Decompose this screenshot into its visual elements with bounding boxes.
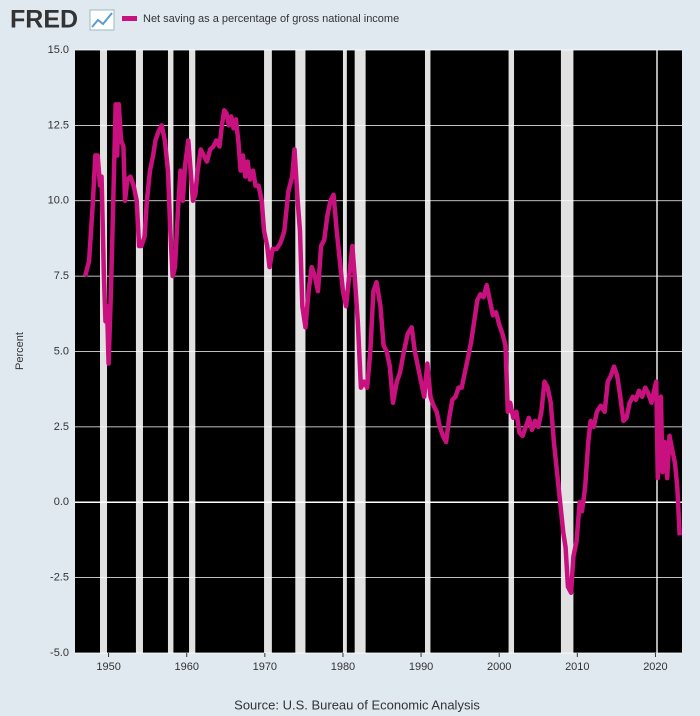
legend-label: Net saving as a percentage of gross nati…	[143, 13, 399, 25]
y-tick-label: -2.5	[50, 572, 69, 584]
x-tick-label: 2020	[643, 661, 667, 673]
x-tick-label: 1950	[96, 661, 120, 673]
y-tick-label: 5.0	[54, 345, 69, 357]
x-tick-label: 1970	[253, 661, 277, 673]
logo: FRED	[10, 6, 78, 34]
y-tick-label: 12.5	[48, 119, 69, 131]
y-tick-label: 15.0	[48, 44, 69, 56]
y-axis-label: Percent	[14, 332, 26, 370]
y-tick-label: -5.0	[50, 647, 69, 659]
line	[82, 102, 682, 595]
x-tick-label: 2010	[565, 661, 589, 673]
y-tick-label: 0.0	[54, 496, 69, 508]
x-tick-label: 2000	[487, 661, 511, 673]
x-tick-label: 1990	[409, 661, 433, 673]
logo-icon	[89, 9, 115, 31]
x-tick-label: 1980	[331, 661, 355, 673]
y-tick-label: 10.0	[48, 195, 69, 207]
x-tick-label: 1960	[174, 661, 198, 673]
source: Source: U.S. Bureau of Economic Analysis	[234, 697, 480, 712]
legend-swatch	[122, 16, 137, 21]
y-tick-label: 2.5	[54, 421, 69, 433]
y-tick-label: 7.5	[54, 270, 69, 282]
